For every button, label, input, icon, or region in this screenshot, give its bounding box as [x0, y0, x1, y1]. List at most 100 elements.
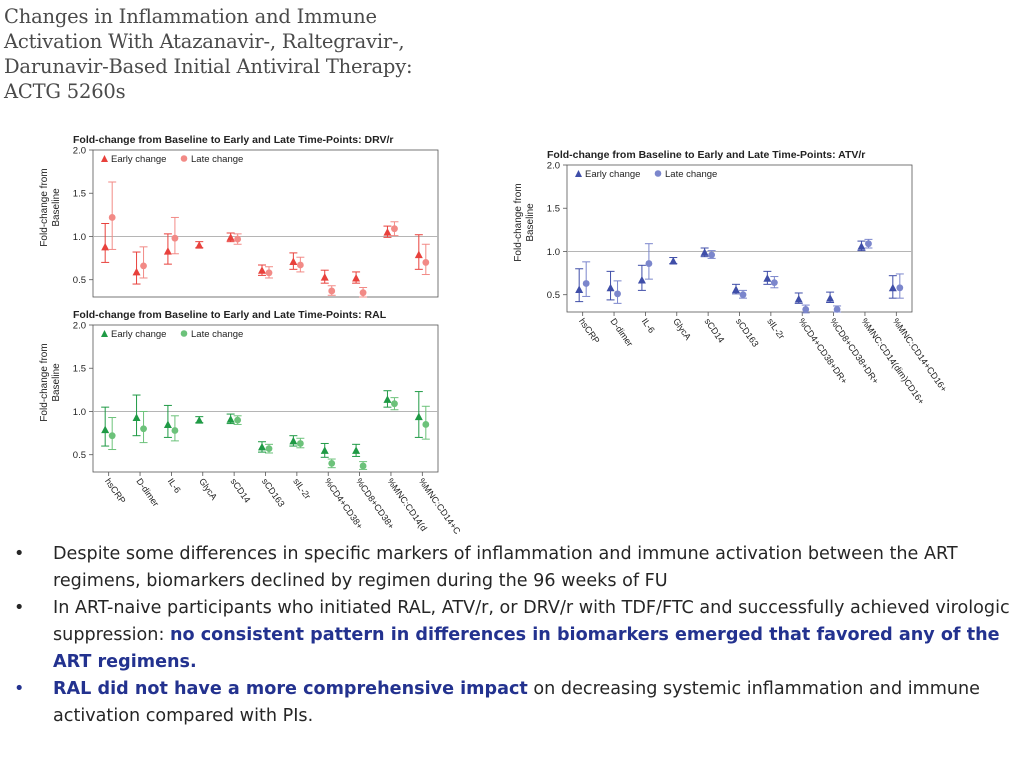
- early-change-marker: [826, 294, 835, 302]
- x-tick-label: D-dimer: [134, 476, 161, 508]
- y-axis-label: Fold-change from: [39, 343, 50, 421]
- early-change-marker: [575, 285, 584, 294]
- early-change-point: [352, 443, 361, 457]
- early-change-marker: [606, 283, 615, 292]
- early-change-point: [763, 270, 772, 285]
- late-change-marker: [296, 440, 304, 447]
- late-change-point: [233, 415, 242, 425]
- late-change-point: [770, 276, 779, 289]
- late-change-marker: [359, 289, 367, 297]
- early-change-marker: [195, 416, 204, 424]
- early-change-marker: [414, 250, 423, 259]
- early-change-marker: [320, 446, 329, 454]
- chart-title: Fold-change from Baseline to Early and L…: [547, 149, 865, 161]
- x-tick-label: hsCRP: [577, 316, 602, 345]
- early-change-point: [352, 271, 361, 284]
- bullet-item-2: • In ART-naive participants who initiated…: [14, 595, 1014, 676]
- chart-legend: Early change Late change: [101, 154, 243, 165]
- legend-label-late: Late change: [665, 169, 717, 180]
- early-change-marker: [258, 442, 266, 451]
- early-change-marker: [794, 295, 803, 303]
- early-change-point: [575, 268, 584, 303]
- legend-label-early: Early change: [111, 154, 166, 165]
- early-change-point: [163, 233, 172, 265]
- early-change-marker: [226, 233, 235, 241]
- y-axis-label: Fold-change from: [39, 168, 50, 246]
- bullet-text: Despite some differences in specific mar…: [53, 544, 958, 591]
- y-axis-label: Fold-change from: [513, 183, 524, 261]
- late-change-marker: [328, 287, 336, 295]
- late-change-marker: [265, 269, 273, 277]
- bullet-highlight: RAL did not have a more comprehensive im…: [53, 679, 528, 699]
- late-change-point: [739, 289, 747, 299]
- late-change-point: [139, 246, 148, 279]
- early-change-point: [414, 234, 423, 270]
- late-change-marker: [234, 235, 242, 243]
- late-change-point: [707, 250, 716, 259]
- early-change-point: [258, 441, 266, 453]
- early-change-point: [826, 291, 835, 303]
- early-change-point: [794, 292, 803, 304]
- early-change-marker: [669, 256, 678, 265]
- late-change-point: [644, 243, 653, 280]
- late-change-point: [895, 273, 904, 299]
- late-change-point: [613, 280, 622, 304]
- late-change-marker: [739, 291, 747, 299]
- late-change-point: [421, 243, 430, 276]
- late-change-marker: [265, 445, 273, 453]
- x-tick-label: sCD14: [702, 316, 726, 344]
- x-tick-label: D-dimer: [608, 316, 635, 348]
- chart-legend: Early change Late change: [101, 329, 243, 340]
- y-tick-label: 0.5: [73, 450, 86, 461]
- late-change-point: [390, 397, 399, 411]
- bullet-item-1: • Despite some differences in specific ma…: [14, 541, 1014, 595]
- bullet-item-3: • RAL did not have a more comprehensive i…: [14, 676, 1014, 730]
- late-change-marker: [865, 240, 872, 248]
- late-change-marker: [896, 284, 904, 292]
- early-change-marker: [857, 242, 866, 250]
- chart-ral: Fold-change from Baseline to Early and L…: [39, 309, 463, 536]
- late-change-point: [327, 285, 336, 296]
- y-tick-label: 1.0: [73, 407, 86, 418]
- early-change-marker: [700, 248, 709, 256]
- early-change-marker: [637, 276, 646, 284]
- y-tick-label: 0.5: [547, 290, 560, 301]
- late-change-marker: [328, 459, 336, 467]
- late-change-point: [139, 410, 148, 444]
- late-change-marker: [802, 306, 810, 313]
- late-change-point: [170, 415, 179, 442]
- early-change-point: [101, 223, 110, 263]
- x-tick-label: %MNC:CD14+CD16+: [891, 316, 949, 393]
- early-change-point: [320, 269, 329, 284]
- early-change-point: [637, 264, 646, 291]
- y-axis-label: Baseline: [51, 188, 62, 227]
- y-tick-label: 1.5: [73, 189, 86, 200]
- bullet-list: • Despite some differences in specific ma…: [14, 541, 1014, 730]
- legend-marker-late: [180, 330, 188, 337]
- chart-title: Fold-change from Baseline to Early and L…: [73, 309, 387, 321]
- chart-drv: Fold-change from Baseline to Early and L…: [39, 134, 439, 298]
- early-change-marker: [352, 446, 361, 454]
- x-tick-label: sCD163: [734, 316, 761, 348]
- early-change-point: [383, 390, 392, 408]
- slide-title: Changes in Inflammation and Immune Activ…: [4, 5, 413, 103]
- early-change-marker: [414, 412, 423, 421]
- late-change-marker: [140, 425, 147, 433]
- early-change-point: [132, 394, 141, 437]
- y-tick-label: 1.5: [547, 204, 560, 215]
- early-change-marker: [289, 436, 298, 445]
- early-change-marker: [383, 228, 392, 236]
- late-change-marker: [234, 416, 242, 424]
- late-change-marker: [391, 225, 398, 233]
- early-change-point: [226, 413, 235, 425]
- early-change-marker: [226, 415, 235, 423]
- late-change-point: [296, 437, 305, 449]
- early-change-marker: [132, 267, 141, 276]
- y-axis-label: Baseline: [525, 203, 536, 242]
- y-axis-label: Baseline: [51, 363, 62, 402]
- legend-label-late: Late change: [191, 329, 243, 340]
- early-change-point: [289, 252, 298, 270]
- late-change-marker: [391, 400, 398, 408]
- early-change-marker: [763, 274, 772, 282]
- chart-atv: Fold-change from Baseline to Early and L…: [513, 149, 949, 406]
